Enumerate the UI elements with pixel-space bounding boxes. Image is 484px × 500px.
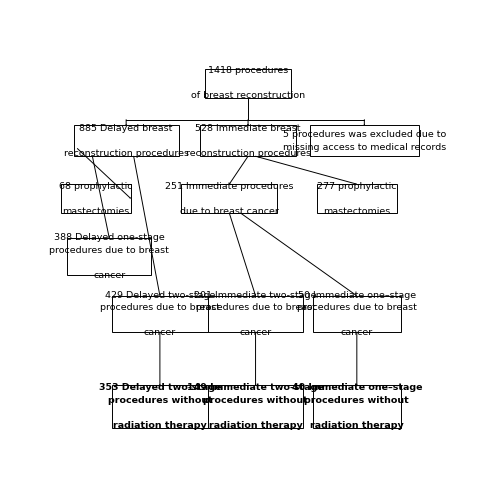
- Text: 5 procedures was excluded due to
missing access to medical records: 5 procedures was excluded due to missing…: [283, 130, 446, 152]
- Text: 885 Delayed breast

reconstruction procedures: 885 Delayed breast reconstruction proced…: [63, 124, 189, 158]
- FancyBboxPatch shape: [317, 184, 397, 213]
- Text: 1418 procedures

of breast reconstruction: 1418 procedures of breast reconstruction: [191, 66, 305, 100]
- Text: 388 Delayed one-stage
procedures due to breast

cancer: 388 Delayed one-stage procedures due to …: [49, 233, 169, 280]
- FancyBboxPatch shape: [200, 126, 296, 156]
- Text: 149 Immediate two-stage
procedures without

radiation therapy: 149 Immediate two-stage procedures witho…: [187, 383, 324, 430]
- Text: 50 Immediate one–stage
procedures due to breast

cancer: 50 Immediate one–stage procedures due to…: [297, 291, 417, 338]
- Text: 528 Immediate breast

reconstruction procedures: 528 Immediate breast reconstruction proc…: [185, 124, 311, 158]
- FancyBboxPatch shape: [205, 68, 291, 98]
- Text: 201 Immediate two-stage
procedures due to breast

cancer: 201 Immediate two-stage procedures due t…: [194, 291, 317, 338]
- FancyBboxPatch shape: [182, 184, 277, 213]
- Text: 429 Delayed two-stage
procedures due to breast

cancer: 429 Delayed two-stage procedures due to …: [100, 291, 220, 338]
- FancyBboxPatch shape: [112, 386, 208, 428]
- FancyBboxPatch shape: [74, 126, 179, 156]
- FancyBboxPatch shape: [67, 238, 151, 275]
- FancyBboxPatch shape: [61, 184, 131, 213]
- FancyBboxPatch shape: [208, 296, 303, 333]
- FancyBboxPatch shape: [112, 296, 208, 333]
- Text: 277 prophylactic

mastectomies: 277 prophylactic mastectomies: [317, 182, 396, 216]
- FancyBboxPatch shape: [313, 386, 401, 428]
- Text: 40 Immediate one–stage
procedures without

radiation therapy: 40 Immediate one–stage procedures withou…: [291, 383, 422, 430]
- Text: 251 Immediate procedures

due to breast cancer: 251 Immediate procedures due to breast c…: [165, 182, 293, 216]
- Text: 68 prophylactic

mastectomies: 68 prophylactic mastectomies: [60, 182, 133, 216]
- FancyBboxPatch shape: [313, 296, 401, 333]
- FancyBboxPatch shape: [208, 386, 303, 428]
- FancyBboxPatch shape: [310, 126, 419, 156]
- Text: 353 Delayed two-stage
procedures without

radiation therapy: 353 Delayed two-stage procedures without…: [99, 383, 221, 430]
